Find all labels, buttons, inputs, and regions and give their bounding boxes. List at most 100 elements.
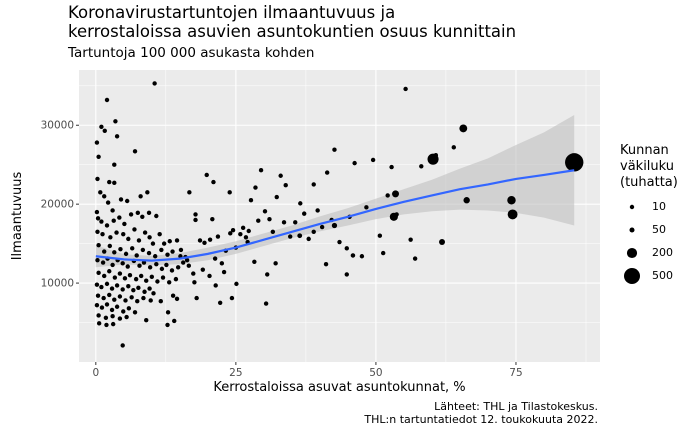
data-point [151, 291, 156, 296]
data-point [104, 223, 110, 228]
data-point [408, 237, 413, 242]
data-point [109, 286, 115, 291]
data-point [120, 261, 125, 266]
legend-size-keys [624, 204, 640, 284]
data-point [412, 256, 418, 261]
data-point [273, 261, 278, 266]
data-point [140, 247, 146, 253]
data-point [95, 216, 101, 221]
data-point [565, 153, 584, 172]
data-point [112, 250, 117, 255]
data-point [298, 201, 303, 206]
data-point [148, 298, 153, 303]
data-point [128, 212, 134, 217]
x-axis-title: Kerrostaloissa asuvat asuntokunnat, % [213, 380, 465, 395]
data-point [125, 264, 130, 269]
smooth-line [95, 169, 575, 262]
data-point [112, 162, 117, 167]
data-point [248, 198, 254, 203]
data-point [103, 315, 109, 321]
confidence-ribbon [95, 114, 575, 268]
data-point [102, 273, 107, 279]
data-point [256, 218, 261, 223]
data-point [140, 214, 145, 219]
data-point [134, 253, 139, 258]
data-point [278, 173, 283, 178]
data-point [166, 280, 172, 285]
data-point [306, 236, 311, 242]
data-point [123, 298, 128, 303]
data-point [344, 246, 349, 251]
data-point [392, 190, 400, 198]
data-points [94, 81, 584, 348]
data-point [193, 217, 198, 223]
data-point [147, 235, 152, 240]
data-point [238, 231, 243, 237]
data-point [507, 209, 518, 220]
data-point [160, 275, 166, 280]
legend-key-200 [626, 247, 638, 259]
data-point [159, 266, 165, 272]
data-point [132, 149, 138, 154]
data-point [96, 321, 102, 326]
data-point [191, 271, 196, 276]
chart-subtitle: Tartuntoja 100 000 asukasta kohden [68, 45, 315, 61]
data-point [210, 216, 215, 222]
data-point [323, 261, 329, 267]
data-point [117, 215, 122, 220]
legend-key-10 [629, 204, 635, 210]
data-point [126, 236, 131, 242]
smooth-line-group [95, 169, 575, 262]
data-point [389, 212, 398, 221]
data-point [463, 197, 470, 204]
data-point [267, 216, 272, 222]
x-tick-label: 75 [509, 367, 522, 379]
data-point [102, 128, 107, 133]
data-point [127, 272, 133, 278]
data-point [165, 252, 170, 257]
data-point [337, 239, 342, 245]
data-point [380, 250, 386, 256]
data-point [184, 257, 190, 263]
data-point [172, 318, 177, 324]
data-point [96, 270, 101, 276]
data-point [253, 185, 258, 190]
data-point [263, 301, 269, 306]
data-point [117, 271, 123, 276]
source-caption-line-1: Lähteet: THL ja Tilastokeskus. [434, 400, 598, 413]
data-point [99, 284, 104, 290]
legend-label-500: 500 [652, 269, 673, 282]
data-point [110, 262, 115, 268]
data-point [99, 305, 105, 310]
data-point [370, 157, 376, 163]
data-point [117, 316, 123, 321]
data-point [147, 265, 153, 270]
data-point [94, 209, 100, 215]
data-point [113, 119, 118, 124]
data-point [96, 243, 101, 248]
data-point [130, 246, 135, 251]
legend-key-500 [624, 268, 640, 284]
legend-title-line-1: Kunnan [620, 143, 669, 158]
data-point [133, 276, 139, 282]
data-point [99, 219, 104, 224]
data-point [293, 220, 298, 225]
data-point [174, 238, 180, 243]
data-point [99, 124, 104, 130]
data-point [121, 309, 126, 314]
data-point [145, 190, 150, 195]
data-point [377, 233, 383, 238]
data-point [107, 179, 112, 185]
data-point [197, 238, 203, 243]
legend-label-200: 200 [652, 246, 673, 259]
data-point [297, 233, 303, 239]
data-point [118, 197, 124, 202]
data-point [243, 235, 249, 240]
data-point [150, 241, 156, 246]
data-point [315, 208, 320, 213]
data-point [112, 180, 117, 186]
data-point [137, 263, 142, 268]
data-point [459, 124, 468, 133]
data-point [178, 247, 184, 253]
data-point [281, 220, 287, 225]
